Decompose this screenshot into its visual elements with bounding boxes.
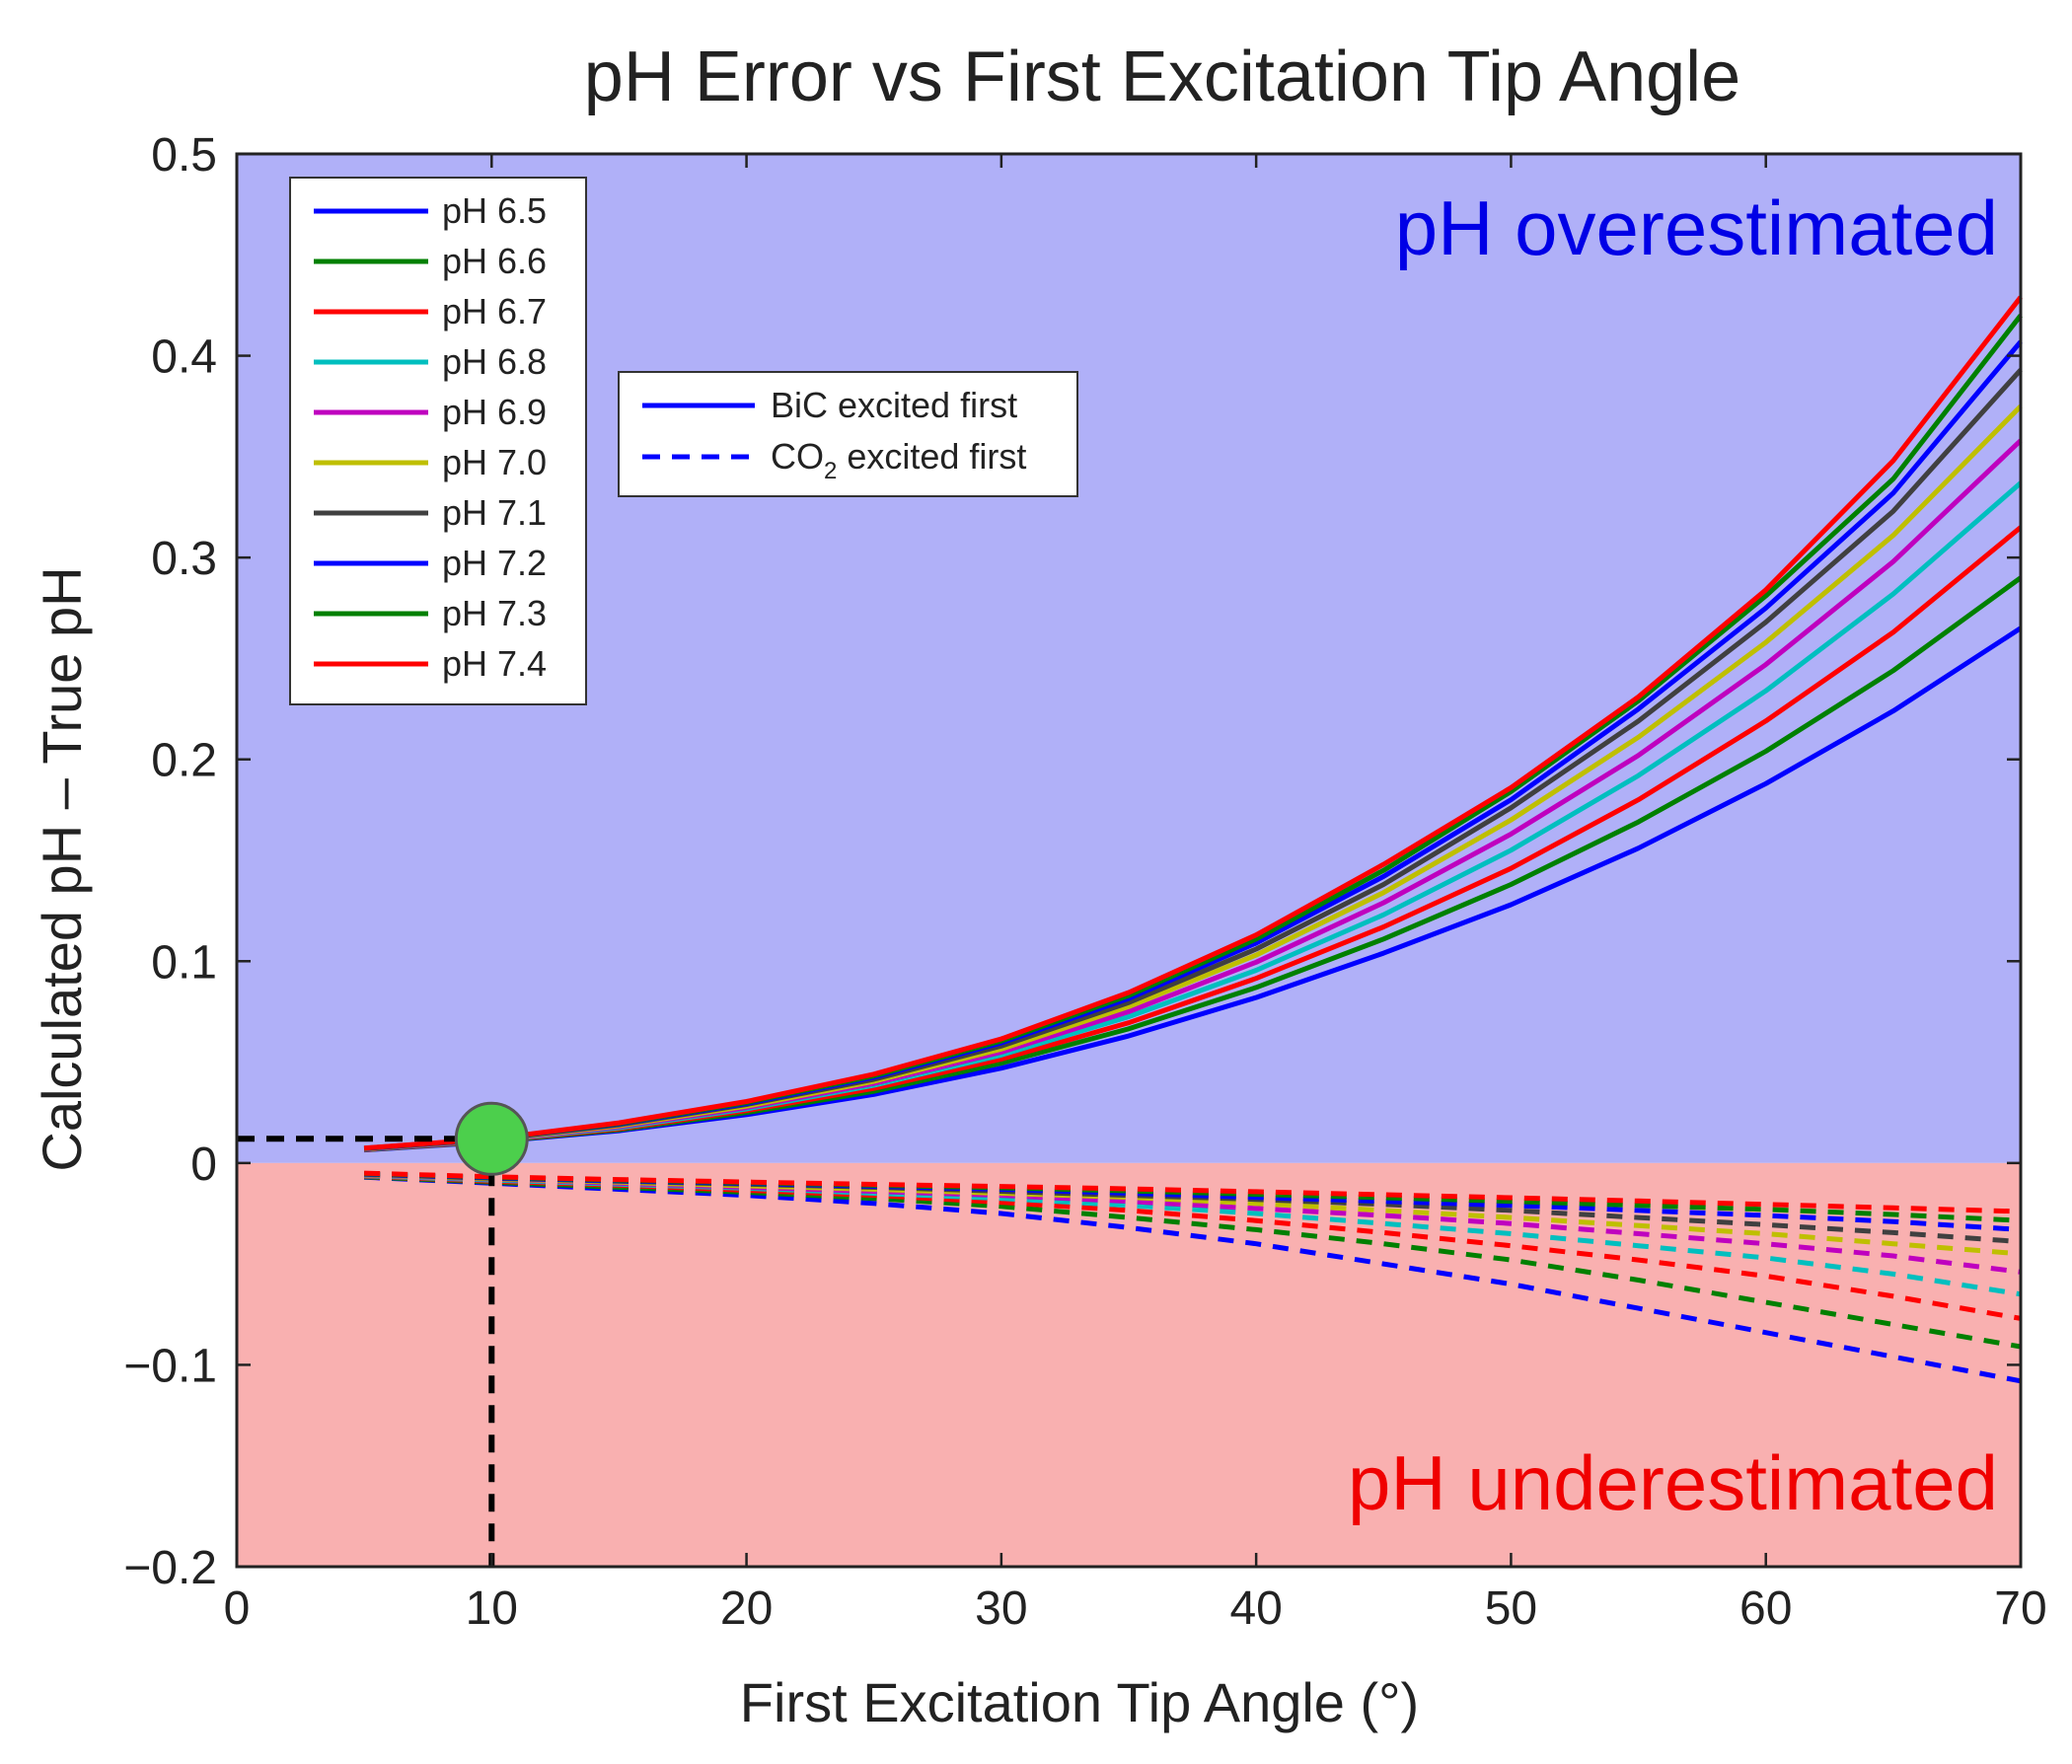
legend-ph-label: pH 7.3 (442, 593, 547, 633)
legend-ph-label: pH 7.4 (442, 643, 547, 684)
x-axis-label: First Excitation Tip Angle (°) (740, 1671, 1419, 1733)
legend-ph-label: pH 7.1 (442, 492, 547, 533)
series-lines (363, 295, 2023, 1384)
y-axis-label: Calculated pH – True pH (31, 566, 93, 1171)
y-tick-label: 0.3 (151, 533, 217, 585)
y-tick-label: −0.1 (123, 1340, 217, 1392)
x-tick-label: 70 (1994, 1582, 2046, 1635)
annotation-marker (454, 1101, 529, 1176)
legend-ph-label: pH 7.2 (442, 543, 547, 583)
x-tick-label: 50 (1485, 1582, 1537, 1635)
y-tick-label: 0.2 (151, 735, 217, 787)
y-tick-label: 0.1 (151, 936, 217, 989)
legend-ph-values: pH 6.5 pH 6.6 pH 6.7 pH 6.8 pH 6.9 pH 7.0 pH 7… (289, 177, 587, 705)
legend-style-label: CO2 excited first (771, 436, 1026, 484)
series-co2-ph-7-0 (364, 1172, 2022, 1257)
x-tick-label: 40 (1229, 1582, 1282, 1635)
series-bic-ph-7-4 (363, 295, 2023, 1151)
axes-frame (235, 152, 2023, 1569)
y-tick-label: 0 (190, 1139, 217, 1191)
series-co2-ph-7-1 (364, 1171, 2022, 1245)
chart-title: pH Error vs First Excitation Tip Angle (584, 37, 1740, 116)
legend-ph-label: pH 6.8 (442, 341, 547, 382)
y-tick-label: 0.5 (151, 129, 217, 182)
y-tick-label: 0.4 (151, 331, 217, 384)
legend-line-styles: BiC excited first CO2 excited first (618, 371, 1078, 497)
axis-ticks: 0 10 20 30 40 50 60 70 −0.2 −0.1 0 0.1 0.2 0.3 0.4 0.5 (123, 129, 2046, 1635)
legend-ph-label: pH 6.7 (442, 291, 547, 331)
legend-style-label: BiC excited first (771, 385, 1017, 425)
legend-ph-label: pH 6.6 (442, 241, 547, 281)
region-label-underestimated: pH underestimated (1348, 1439, 1998, 1526)
region-label-overestimated: pH overestimated (1395, 184, 1998, 271)
annotation-layer (237, 1101, 529, 1567)
legend-ph-label: pH 6.9 (442, 392, 547, 432)
legend-ph-box (289, 177, 587, 705)
legend-ph-label: pH 7.0 (442, 442, 547, 482)
x-tick-label: 20 (720, 1582, 773, 1635)
x-tick-label: 60 (1739, 1582, 1792, 1635)
series-co2-ph-6-9 (364, 1172, 2022, 1275)
y-tick-label: −0.2 (123, 1542, 217, 1594)
x-tick-label: 30 (975, 1582, 1027, 1635)
series-co2-ph-6-8 (364, 1173, 2022, 1297)
legend-ph-label: pH 6.5 (442, 190, 547, 231)
x-tick-label: 0 (224, 1582, 251, 1635)
legend-style-box (618, 371, 1078, 497)
plot-frame (235, 152, 2023, 1569)
x-tick-label: 10 (466, 1582, 518, 1635)
